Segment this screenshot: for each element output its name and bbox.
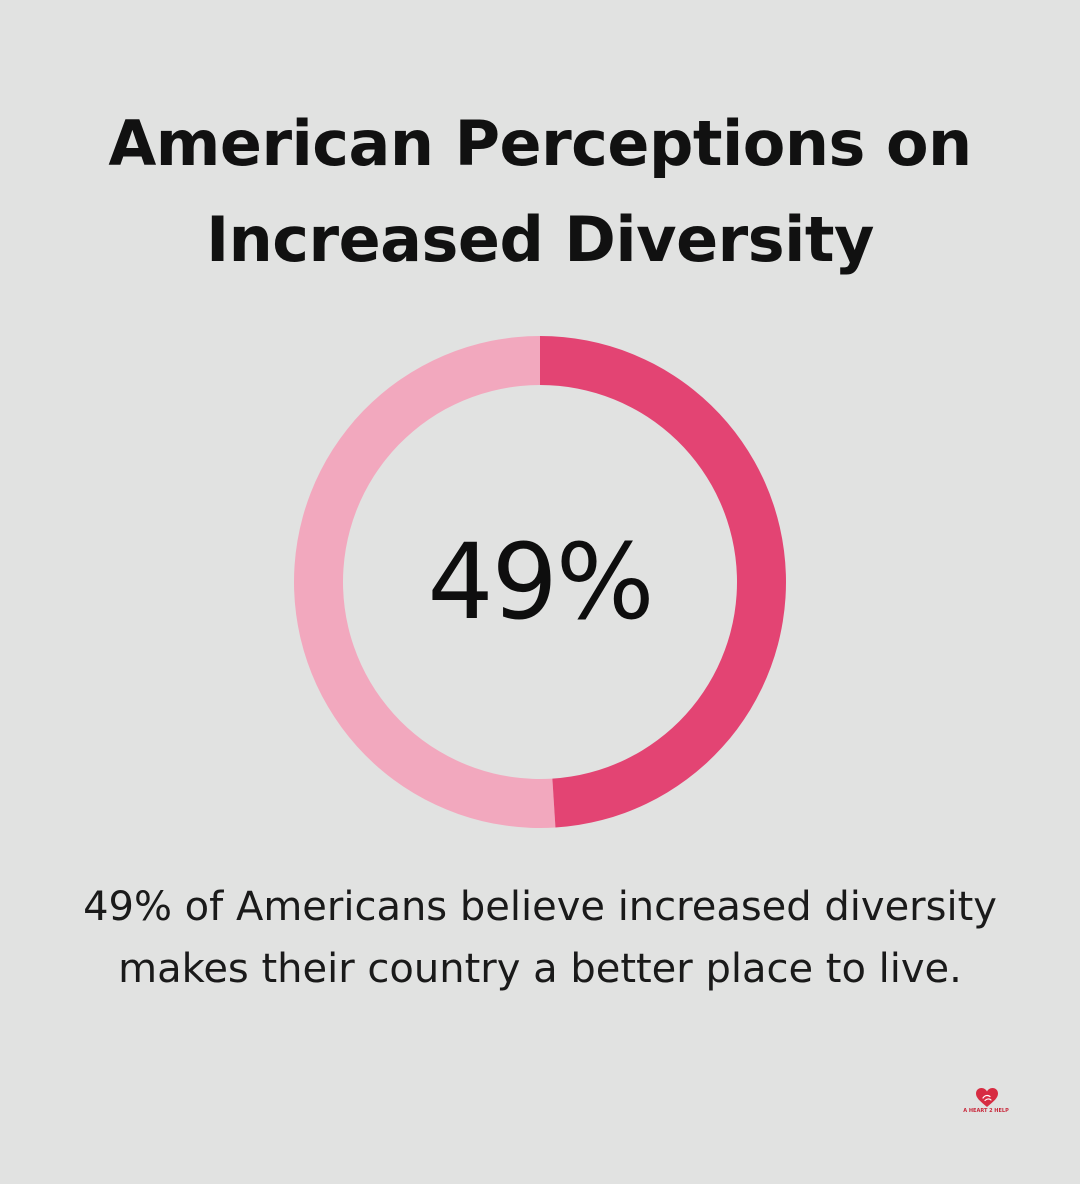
donut-chart: 49% xyxy=(294,336,786,828)
donut-chart-svg xyxy=(294,336,786,828)
chart-title-line-1: American Perceptions on xyxy=(108,107,972,180)
donut-slice-remainder xyxy=(294,336,556,828)
brand-logo: A HEART 2 HELP xyxy=(960,1088,1012,1122)
description-text: 49% of Americans believe increased diver… xyxy=(40,876,1040,1000)
heart-hands-icon xyxy=(976,1088,998,1107)
logo-text: A HEART 2 HELP xyxy=(963,1108,1009,1114)
description-line-1: 49% of Americans believe increased diver… xyxy=(83,884,997,930)
chart-title-line-2: Increased Diversity xyxy=(206,203,874,276)
donut-center-value: 49% xyxy=(427,521,654,643)
donut-slice-value xyxy=(540,336,786,828)
chart-title: American Perceptions on Increased Divers… xyxy=(0,96,1080,288)
description-line-2: makes their country a better place to li… xyxy=(118,946,962,992)
